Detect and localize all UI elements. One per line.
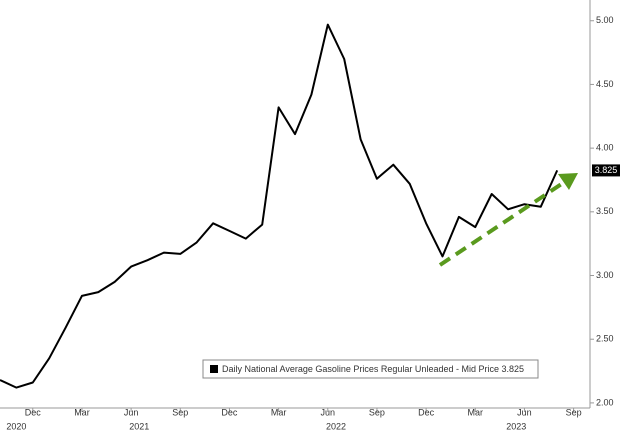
- x-year-label: 2023: [506, 421, 526, 431]
- legend: Daily National Average Gasoline Prices R…: [202, 359, 539, 379]
- y-tick-label: 5.00: [596, 15, 614, 25]
- x-tick-label: Mar: [271, 407, 287, 417]
- y-tick-label: 2.50: [596, 334, 614, 344]
- y-tick-label: 4.50: [596, 79, 614, 89]
- y-tick-label: 2.00: [596, 397, 614, 407]
- x-tick-label: Mar: [74, 407, 90, 417]
- x-year-label: 2021: [129, 421, 149, 431]
- x-tick-label: Dec: [418, 407, 435, 417]
- x-tick-label: Mar: [468, 407, 484, 417]
- x-tick-label: Jun: [321, 407, 336, 417]
- y-tick-label: 3.00: [596, 270, 614, 280]
- series-line: [0, 23, 559, 389]
- y-tick-label: 3.50: [596, 206, 614, 216]
- x-tick-label: Sep: [369, 407, 385, 417]
- x-year-label: 2020: [6, 421, 26, 431]
- y-tick-label: 4.00: [596, 143, 614, 153]
- x-tick-label: Sep: [172, 407, 188, 417]
- last-value-box: [592, 164, 620, 177]
- legend-swatch: [210, 365, 218, 373]
- x-tick-label: Jun: [124, 407, 139, 417]
- x-tick-label: Dec: [25, 407, 42, 417]
- last-value-label: 3.825: [595, 165, 618, 175]
- trend-arrow: [438, 173, 578, 267]
- plot: [0, 23, 559, 389]
- trend-line: [438, 179, 568, 267]
- arrow-head: [558, 173, 578, 190]
- x-year-label: 2022: [326, 421, 346, 431]
- x-tick-label: Sep: [566, 407, 582, 417]
- legend-box: [202, 359, 539, 379]
- x-tick-label: Dec: [221, 407, 238, 417]
- x-tick-label: Jun: [517, 407, 532, 417]
- legend-label: Daily National Average Gasoline Prices R…: [222, 364, 524, 374]
